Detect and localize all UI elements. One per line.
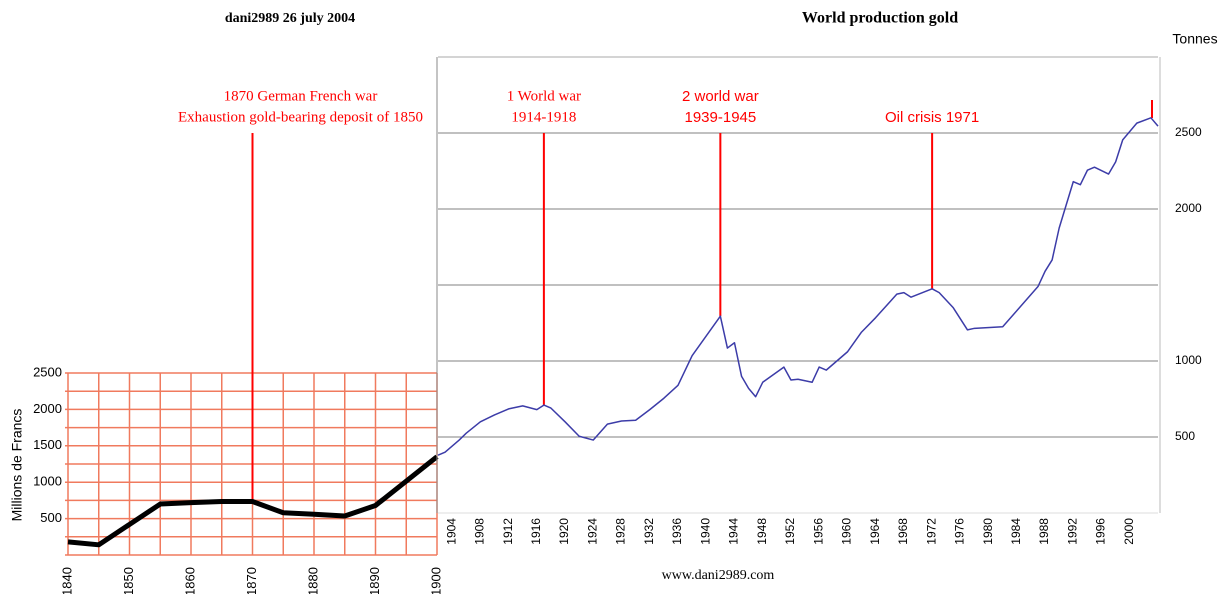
annotation-text: 1914-1918: [511, 109, 576, 125]
chart-title: World production gold: [802, 10, 958, 27]
author: dani2989 26 july 2004: [225, 11, 355, 26]
x-tick-label: 1988: [1037, 518, 1051, 545]
x-tick-label: 1870: [244, 567, 259, 594]
y-tick-label: 2000: [1175, 201, 1202, 215]
y-axis-label: Tonnes: [1172, 31, 1217, 47]
y-tick-label: 1000: [1175, 353, 1202, 367]
y-tick-label: 1500: [33, 437, 62, 452]
x-tick-label: 1924: [585, 518, 599, 545]
x-tick-label: 1980: [981, 518, 995, 545]
data-line: [437, 117, 1159, 456]
y-tick-label: 2500: [33, 364, 62, 379]
annotation-text: Oil crisis 1971: [885, 109, 979, 126]
y-tick-label: 1000: [33, 474, 62, 489]
x-tick-label: 1840: [59, 567, 74, 594]
x-tick-label: 1948: [755, 518, 769, 545]
data-line: [67, 454, 439, 548]
x-tick-label: 1996: [1094, 518, 1108, 545]
footer: www.dani2989.com: [662, 568, 775, 583]
x-tick-label: 1952: [783, 518, 797, 545]
annotation-text: 1 World war: [507, 88, 581, 104]
y-tick-label: 2500: [1175, 125, 1202, 139]
annotation-text: 1870 German French war: [224, 88, 378, 104]
x-tick-label: 1936: [670, 518, 684, 545]
annotation-text: Exhaustion gold-bearing deposit of 1850: [178, 109, 423, 125]
annotation-text: 1939-1945: [684, 109, 756, 126]
x-tick-label: 1976: [953, 518, 967, 545]
x-tick-label: 1964: [868, 518, 882, 545]
annotation-text: 2 world war: [682, 88, 759, 105]
y-tick-label: 2000: [33, 401, 62, 416]
x-tick-label: 1912: [501, 518, 515, 545]
x-tick-label: 1890: [367, 567, 382, 594]
x-tick-label: 1904: [444, 518, 458, 545]
x-tick-label: 1992: [1065, 518, 1079, 545]
x-tick-label: 1944: [727, 518, 741, 545]
y-tick-label: 500: [1175, 429, 1195, 443]
x-tick-label: 1920: [557, 518, 571, 545]
x-tick-label: 1900: [428, 567, 443, 594]
x-tick-label: 1850: [121, 567, 136, 594]
x-tick-label: 2000: [1122, 518, 1136, 545]
x-tick-label: 1972: [924, 518, 938, 545]
x-tick-label: 1956: [811, 518, 825, 545]
y-axis-label: Millions de Francs: [9, 409, 25, 522]
y-tick-label: 500: [40, 510, 62, 525]
x-tick-label: 1916: [529, 518, 543, 545]
x-tick-label: 1880: [305, 567, 320, 594]
x-tick-label: 1968: [896, 518, 910, 545]
x-tick-label: 1984: [1009, 518, 1023, 545]
x-tick-label: 1928: [614, 518, 628, 545]
x-tick-label: 1940: [698, 518, 712, 545]
x-tick-label: 1860: [182, 567, 197, 594]
x-tick-label: 1932: [642, 518, 656, 545]
x-tick-label: 1908: [473, 518, 487, 545]
x-tick-label: 1960: [840, 518, 854, 545]
